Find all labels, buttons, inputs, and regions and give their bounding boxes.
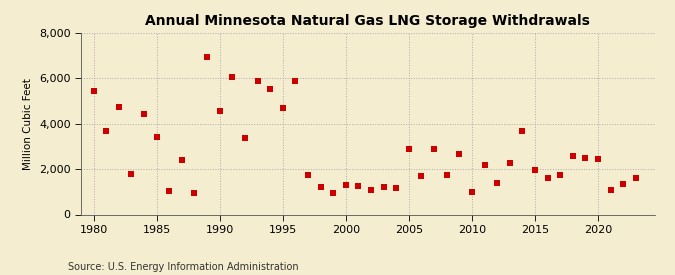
Point — [568, 153, 578, 158]
Point — [454, 152, 464, 156]
Point — [277, 106, 288, 110]
Point — [340, 183, 351, 187]
Point — [530, 168, 541, 172]
Point — [138, 111, 149, 116]
Point — [315, 185, 326, 189]
Point — [151, 135, 162, 140]
Title: Annual Minnesota Natural Gas LNG Storage Withdrawals: Annual Minnesota Natural Gas LNG Storage… — [145, 14, 591, 28]
Point — [164, 188, 175, 193]
Point — [580, 156, 591, 160]
Point — [517, 128, 528, 133]
Point — [479, 162, 490, 167]
Point — [88, 89, 99, 93]
Point — [302, 173, 313, 177]
Point — [630, 176, 641, 180]
Point — [466, 190, 477, 194]
Point — [542, 176, 553, 180]
Point — [366, 187, 377, 192]
Point — [404, 147, 414, 151]
Point — [555, 173, 566, 177]
Point — [290, 78, 301, 83]
Point — [491, 181, 502, 185]
Point — [240, 136, 250, 141]
Point — [353, 184, 364, 188]
Point — [265, 86, 275, 91]
Point — [252, 78, 263, 83]
Point — [126, 172, 137, 176]
Point — [176, 158, 187, 162]
Point — [227, 75, 238, 79]
Point — [618, 182, 628, 186]
Point — [378, 185, 389, 189]
Point — [113, 104, 124, 109]
Y-axis label: Million Cubic Feet: Million Cubic Feet — [24, 78, 33, 170]
Point — [202, 55, 213, 59]
Point — [441, 173, 452, 177]
Point — [504, 161, 515, 166]
Point — [429, 147, 439, 151]
Point — [328, 191, 339, 195]
Point — [391, 186, 402, 191]
Point — [416, 174, 427, 178]
Point — [189, 191, 200, 195]
Point — [605, 187, 616, 192]
Text: Source: U.S. Energy Information Administration: Source: U.S. Energy Information Administ… — [68, 262, 298, 272]
Point — [593, 157, 603, 161]
Point — [101, 128, 111, 133]
Point — [214, 109, 225, 114]
